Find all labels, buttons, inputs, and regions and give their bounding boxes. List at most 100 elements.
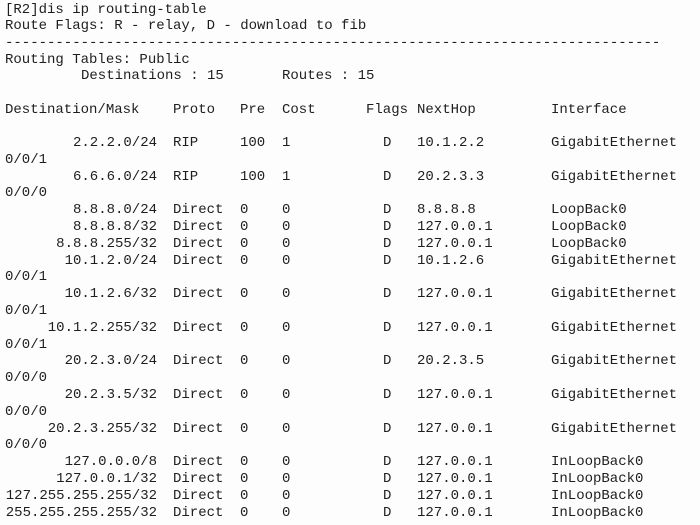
next-hop: 20.2.3.3: [417, 168, 485, 185]
table-title: Routing Tables: Public: [5, 52, 190, 68]
next-hop: 127.0.0.1: [417, 319, 493, 336]
interface: InLoopBack0: [551, 487, 644, 504]
interface: LoopBack0: [551, 235, 627, 252]
preference: 0: [240, 353, 249, 370]
proto: Direct: [173, 219, 224, 235]
interface: GigabitEthernet: [551, 135, 678, 151]
proto: Direct: [173, 454, 224, 471]
preference: 0: [240, 487, 249, 504]
preference: 0: [240, 387, 249, 403]
column-header: NextHop: [417, 102, 476, 118]
destination: 2.2.2.0/24: [72, 135, 157, 151]
destination: 8.8.8.255/32: [56, 235, 157, 252]
proto: Direct: [173, 387, 224, 403]
interface-wrap: 0/0/1: [5, 269, 48, 286]
destination: 10.1.2.6/32: [64, 286, 157, 303]
next-hop: 8.8.8.8: [417, 202, 476, 219]
preference: 100: [240, 168, 266, 185]
preference: 0: [240, 235, 249, 252]
destination: 10.1.2.255/32: [47, 319, 157, 336]
interface: InLoopBack0: [551, 454, 644, 471]
column-header: Proto: [173, 102, 216, 118]
column-header: Cost: [282, 102, 316, 118]
flags: D: [383, 286, 392, 303]
next-hop: 10.1.2.2: [417, 135, 485, 151]
flags: D: [383, 353, 392, 370]
interface: InLoopBack0: [551, 471, 644, 487]
proto: RIP: [173, 135, 199, 151]
proto: Direct: [173, 471, 224, 487]
preference: 0: [240, 286, 249, 303]
flags: D: [383, 219, 392, 235]
next-hop: 127.0.0.1: [417, 454, 493, 471]
cost: 0: [282, 504, 291, 521]
column-header: Flags: [366, 102, 409, 118]
command-line: [R2]dis ip routing-table: [5, 2, 207, 18]
interface: LoopBack0: [551, 219, 627, 235]
interface: GigabitEthernet: [551, 387, 678, 403]
interface: GigabitEthernet: [551, 353, 678, 370]
interface-wrap: 0/0/1: [5, 336, 48, 353]
cost: 0: [282, 202, 291, 219]
proto: Direct: [173, 420, 224, 437]
cost: 0: [282, 471, 291, 487]
column-header: Destination/Mask: [5, 102, 140, 118]
route-flags: Route Flags: R - relay, D - download to …: [5, 18, 367, 34]
destination: 255.255.255.255/32: [5, 504, 157, 521]
destination: 8.8.8.0/24: [72, 202, 157, 219]
proto: Direct: [173, 504, 224, 521]
cost: 1: [282, 135, 291, 151]
interface: InLoopBack0: [551, 504, 644, 521]
cost: 0: [282, 235, 291, 252]
interface-wrap: 0/0/0: [5, 185, 48, 202]
next-hop: 127.0.0.1: [417, 286, 493, 303]
interface: LoopBack0: [551, 202, 627, 219]
interface-wrap: 0/0/1: [5, 151, 48, 168]
flags: D: [383, 420, 392, 437]
flags: D: [383, 235, 392, 252]
destination: 10.1.2.0/24: [64, 252, 157, 269]
next-hop: 127.0.0.1: [417, 219, 493, 235]
destination: 127.0.0.1/32: [56, 471, 157, 487]
interface: GigabitEthernet: [551, 286, 678, 303]
interface: GigabitEthernet: [551, 420, 678, 437]
cost: 0: [282, 252, 291, 269]
flags: D: [383, 252, 392, 269]
destinations-count: Destinations : 15: [81, 68, 224, 84]
proto: RIP: [173, 168, 199, 185]
cost: 0: [282, 387, 291, 403]
column-header: Pre: [240, 102, 266, 118]
cost: 0: [282, 286, 291, 303]
preference: 0: [240, 454, 249, 471]
next-hop: 127.0.0.1: [417, 504, 493, 521]
separator: ----------------------------------------…: [5, 35, 661, 51]
interface-wrap: 0/0/0: [5, 403, 48, 420]
cost: 0: [282, 454, 291, 471]
next-hop: 127.0.0.1: [417, 420, 493, 437]
destination: 8.8.8.8/32: [72, 219, 157, 235]
interface: GigabitEthernet: [551, 252, 678, 269]
preference: 100: [240, 135, 266, 151]
next-hop: 127.0.0.1: [417, 487, 493, 504]
flags: D: [383, 387, 392, 403]
destination: 127.0.0.0/8: [64, 454, 157, 471]
cost: 0: [282, 353, 291, 370]
preference: 0: [240, 252, 249, 269]
preference: 0: [240, 202, 249, 219]
next-hop: 127.0.0.1: [417, 471, 493, 487]
cost: 1: [282, 168, 291, 185]
flags: D: [383, 168, 392, 185]
destination: 20.2.3.5/32: [64, 387, 157, 403]
proto: Direct: [173, 319, 224, 336]
next-hop: 127.0.0.1: [417, 387, 493, 403]
interface: GigabitEthernet: [551, 168, 678, 185]
flags: D: [383, 202, 392, 219]
proto: Direct: [173, 286, 224, 303]
proto: Direct: [173, 235, 224, 252]
interface-wrap: 0/0/0: [5, 437, 48, 454]
interface-wrap: 0/0/1: [5, 303, 48, 319]
cost: 0: [282, 487, 291, 504]
routes-count: Routes : 15: [282, 68, 375, 84]
preference: 0: [240, 420, 249, 437]
